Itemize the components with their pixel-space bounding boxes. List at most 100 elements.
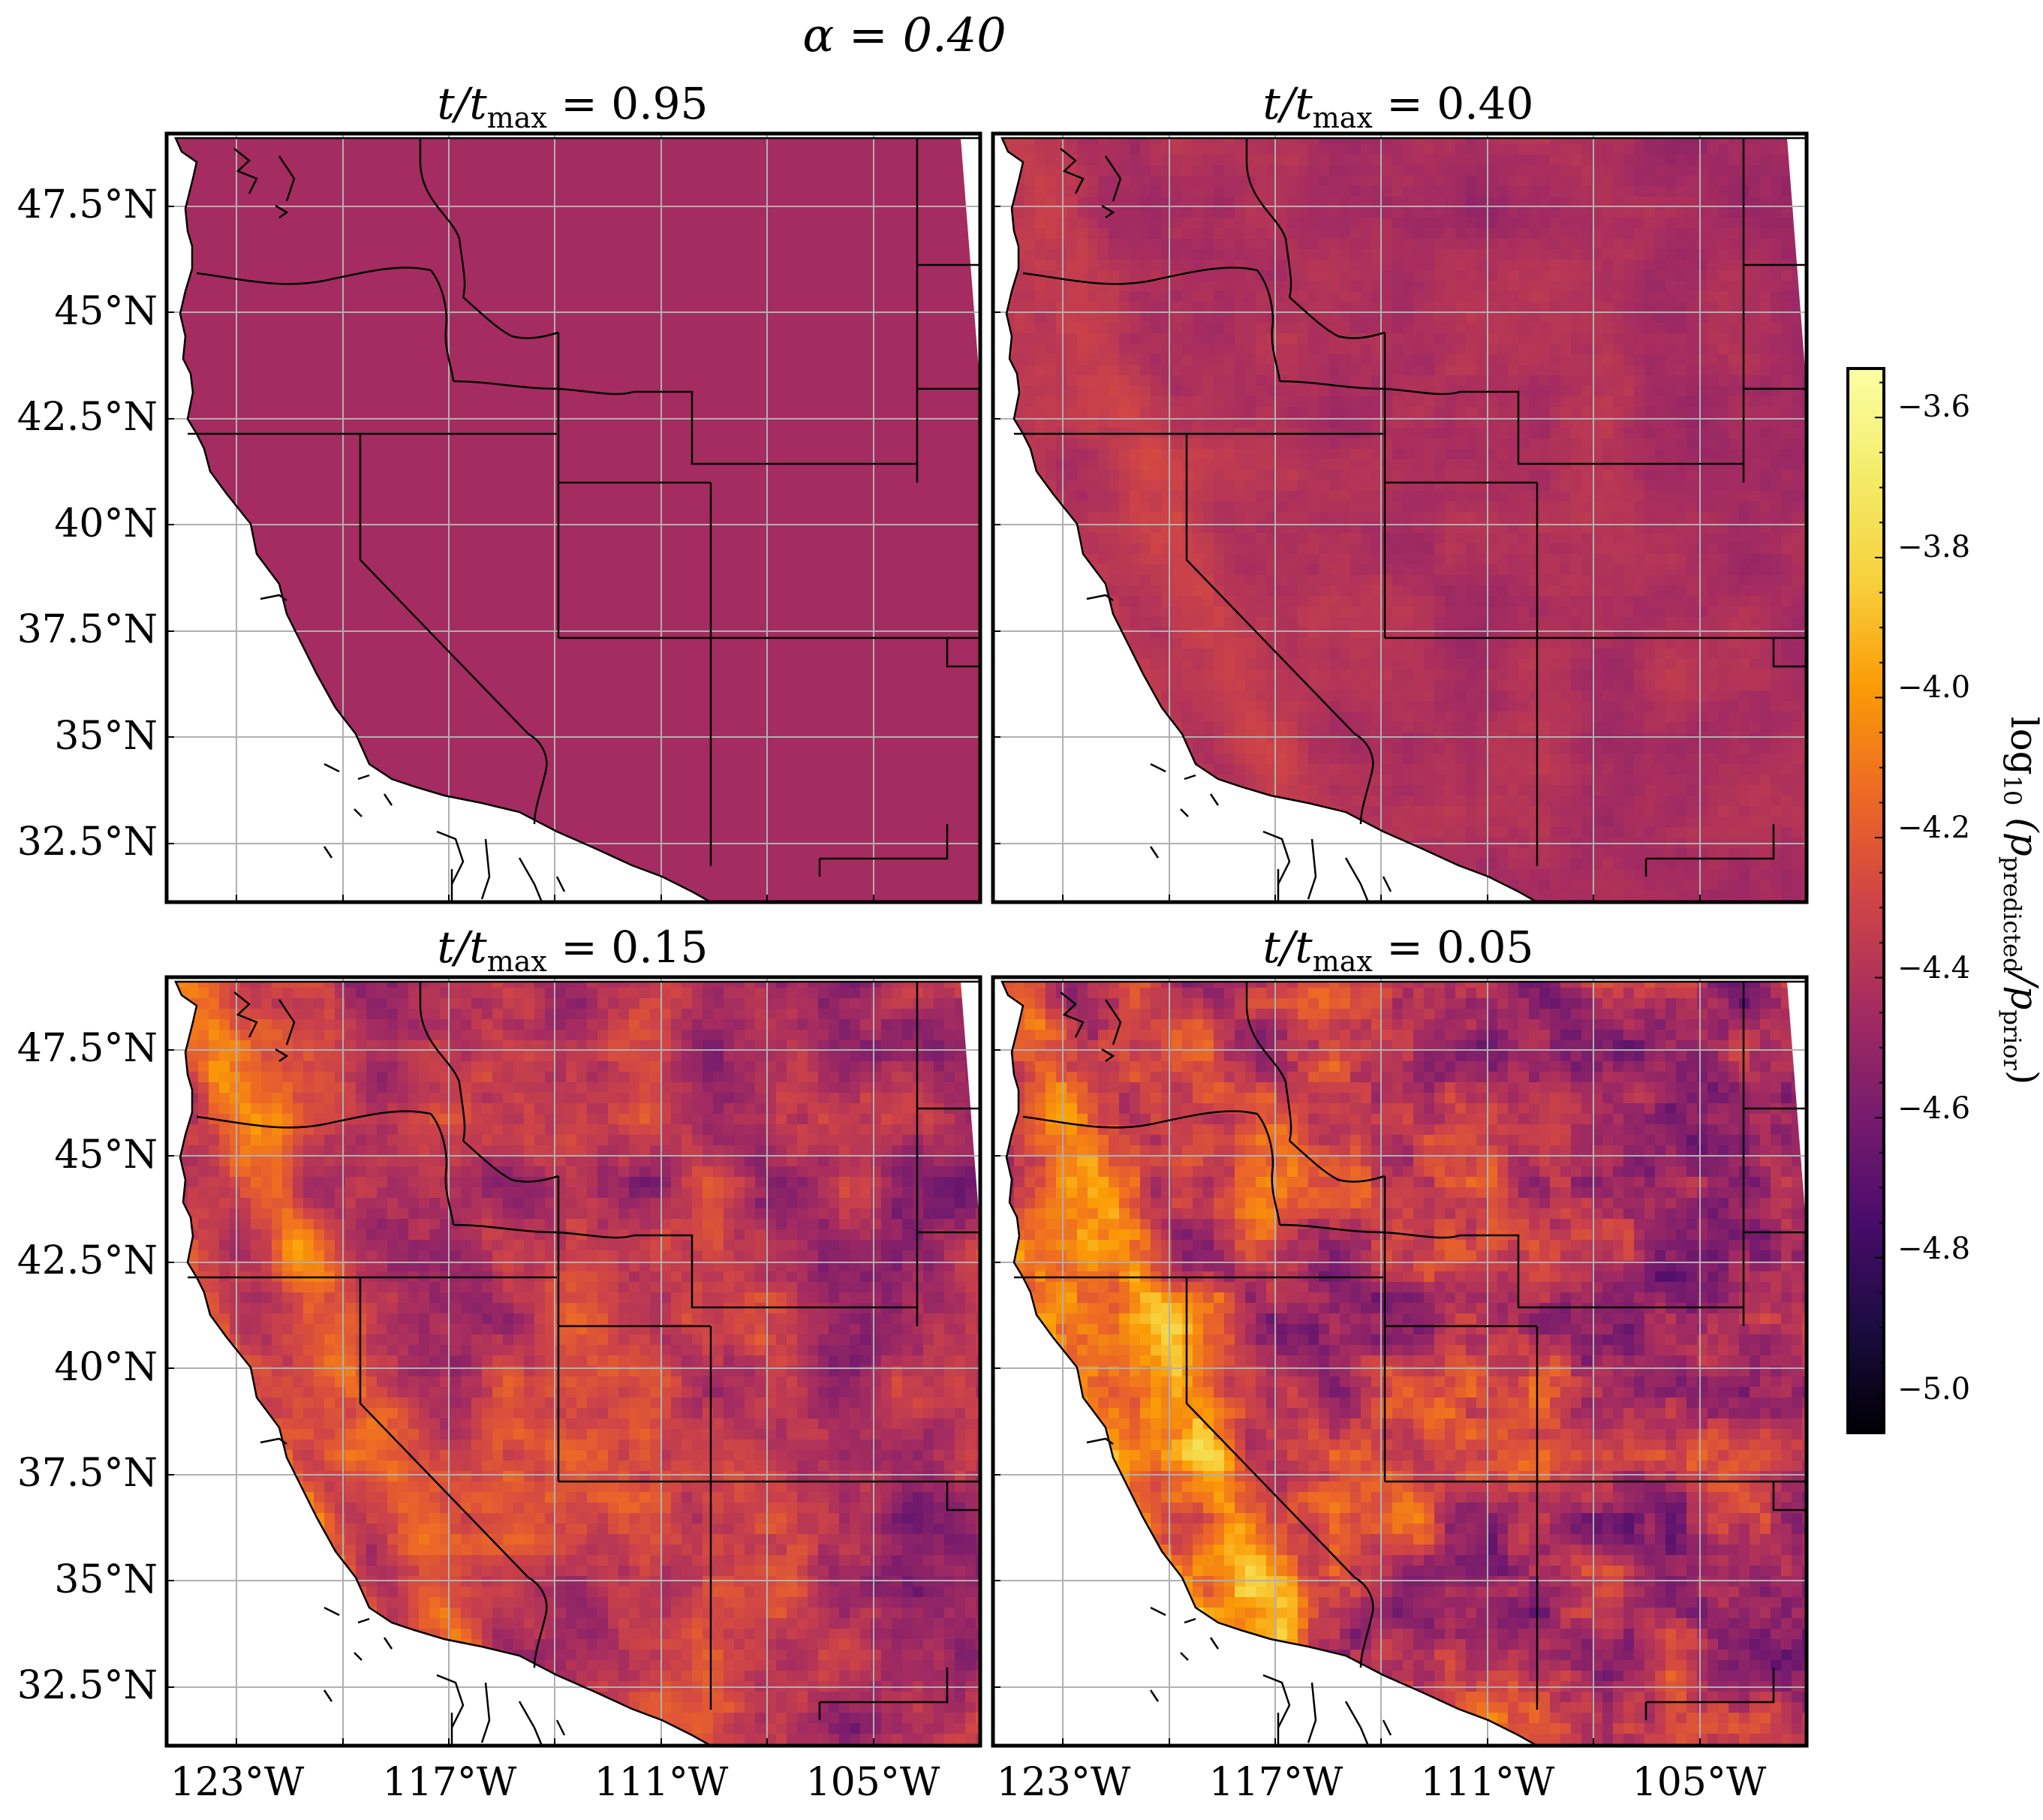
heatmap-cell [1067,407,1077,417]
heatmap-cell [1151,396,1161,407]
heatmap-cell [1476,470,1487,480]
heatmap-cell [1508,690,1518,701]
heatmap-cell [1046,344,1056,354]
heatmap-cell [1455,491,1466,501]
heatmap-cell [1235,711,1245,722]
heatmap-cell [1277,438,1287,449]
heatmap-cell [1445,785,1455,796]
heatmap-cell [1382,291,1392,302]
heatmap-cell [1455,138,1466,144]
heatmap-cell [1781,701,1792,711]
heatmap-cell [1329,249,1340,260]
heatmap-cell [1193,417,1203,428]
heatmap-cell [1581,690,1592,701]
heatmap-cell [1497,690,1508,701]
heatmap-cell [1539,344,1550,354]
heatmap-cell [1067,197,1077,207]
heatmap-cell [1203,281,1214,291]
heatmap-cell [1025,155,1035,165]
heatmap-cell [1361,638,1371,648]
heatmap-cell [1466,428,1476,438]
heatmap-cell [1203,270,1214,281]
heatmap-cell [1455,659,1466,669]
heatmap-cell [1256,533,1266,543]
heatmap-cell [1781,407,1792,417]
heatmap-cell [1508,764,1518,775]
heatmap-cell [1413,543,1424,554]
heatmap-cell [1445,775,1455,785]
heatmap-cell [1361,302,1371,312]
heatmap-cell [1718,302,1729,312]
heatmap-cell [1455,638,1466,648]
heatmap-cell [1245,138,1256,144]
heatmap-cell [1193,449,1203,459]
heatmap-cell [1182,638,1193,648]
heatmap-cell [1613,543,1623,554]
heatmap-cell [1319,627,1329,638]
heatmap-cell [1539,333,1550,344]
heatmap-cell [1193,323,1203,333]
heatmap-cell [1035,260,1046,270]
heatmap-cell [1025,291,1035,302]
heatmap-cell [1130,564,1140,575]
heatmap-cell [1277,585,1287,596]
heatmap-cell [1686,438,1697,449]
heatmap-cell [1708,270,1718,281]
heatmap-cell [1098,501,1109,512]
heatmap-cell [1350,669,1361,680]
heatmap-cell [1560,186,1571,197]
heatmap-cell [1434,438,1445,449]
heatmap-cell [1445,449,1455,459]
heatmap-cell [1781,690,1792,701]
heatmap-cell [1560,228,1571,239]
heatmap-cell [1455,564,1466,575]
heatmap-cell [1214,396,1224,407]
heatmap-cell [1298,564,1308,575]
heatmap-cell [1466,176,1476,186]
heatmap-cell [1771,606,1781,617]
heatmap-cell [1476,176,1487,186]
heatmap-cell [1088,344,1098,354]
heatmap-cell [1403,690,1413,701]
heatmap-cell [1140,155,1151,165]
heatmap-cell [1434,407,1445,417]
heatmap-cell [1329,344,1340,354]
heatmap-cell [1718,617,1729,627]
heatmap-cell [1655,585,1665,596]
heatmap-cell [1623,302,1634,312]
heatmap-cell [1634,449,1644,459]
heatmap-cell [1771,585,1781,596]
heatmap-cell [1403,176,1413,186]
heatmap-cell [1802,491,1807,501]
heatmap-cell [1613,449,1623,459]
heatmap-cell [1686,386,1697,396]
heatmap-cell [1109,249,1119,260]
heatmap-cell [1329,764,1340,775]
heatmap-cell [1329,375,1340,386]
heatmap-cell [1350,302,1361,312]
heatmap-cell [1771,281,1781,291]
heatmap-cell [1392,585,1403,596]
heatmap-cell [1739,775,1750,785]
heatmap-cell [1151,228,1161,239]
heatmap-cell [1056,239,1067,249]
heatmap-cell [1655,701,1665,711]
heatmap-cell [1497,176,1508,186]
heatmap-cell [1571,480,1581,491]
heatmap-cell [1350,323,1361,333]
heatmap-cell [1729,176,1739,186]
heatmap-cell [1098,449,1109,459]
heatmap-cell [1592,344,1602,354]
heatmap-cell [1088,543,1098,554]
heatmap-cell [1413,627,1424,638]
heatmap-cell [1602,239,1613,249]
heatmap-cell [1193,669,1203,680]
heatmap-cell [1224,648,1235,659]
heatmap-cell [1592,155,1602,165]
heatmap-cell [1760,690,1771,701]
heatmap-cell [1550,606,1560,617]
heatmap-cell [1214,281,1224,291]
heatmap-cell [1697,638,1708,648]
heatmap-cell [1392,638,1403,648]
heatmap-cell [1214,690,1224,701]
